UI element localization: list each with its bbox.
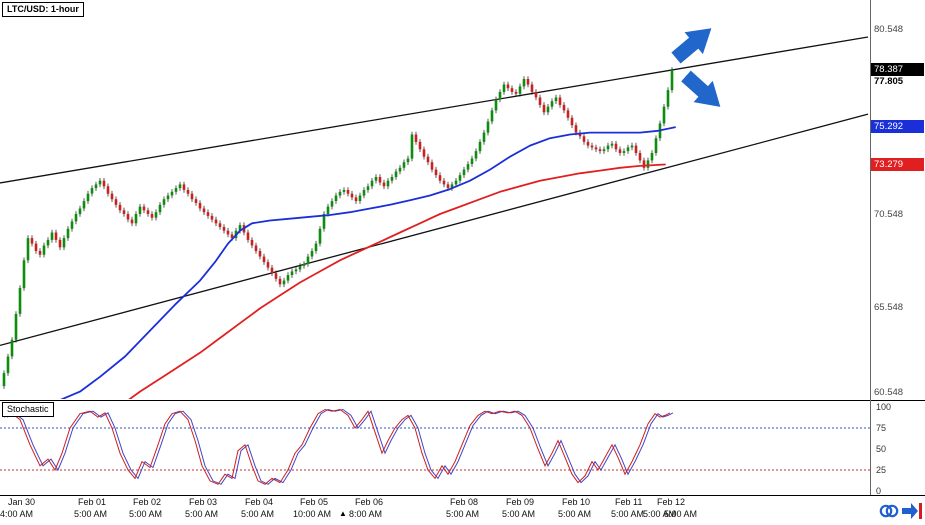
date-label: Jan 30 (8, 497, 36, 507)
date-label: Feb 11 (615, 497, 643, 507)
prev-price-label: 77.805 (874, 76, 904, 87)
stoch-tick: 25 (876, 465, 887, 475)
date-label: Feb 03 (189, 497, 218, 507)
date-label: Feb 08 (450, 497, 479, 507)
time-label: 5:00 AM (129, 509, 163, 519)
stoch-tick: 0 (876, 486, 882, 496)
price-tick: 80.548 (874, 24, 904, 35)
stoch-tick: 100 (876, 402, 892, 412)
date-label: Feb 02 (133, 497, 162, 507)
scroll-to-end-icon[interactable] (902, 500, 924, 522)
time-label: 8:00 AM (349, 509, 383, 519)
date-label: Feb 04 (245, 497, 274, 507)
price-tick: 60.548 (874, 387, 904, 398)
stoch-tick: 75 (876, 423, 887, 433)
time-label: 5:00 AM (643, 509, 677, 519)
red-ma-price-badge: 73.279 (871, 158, 924, 171)
date-label: Feb 12 (657, 497, 686, 507)
time-label: 5:00 AM (611, 509, 645, 519)
time-axis[interactable]: Jan 30 Feb 01 Feb 02 Feb 03 Feb 04 Feb 05 Feb … (0, 496, 925, 525)
time-label: 5:00 AM (664, 509, 698, 519)
time-label: 5:00 AM (74, 509, 108, 519)
price-tick: 65.548 (874, 302, 904, 313)
date-label: Feb 01 (78, 497, 107, 507)
last-price-badge: 78.387 (871, 63, 924, 76)
symbol-label: LTC/USD: 1-hour (2, 2, 84, 17)
time-label: 5:00 AM (446, 509, 480, 519)
stoch-tick: 50 (876, 444, 887, 454)
axis-marker-icon: ▲ (339, 509, 347, 518)
time-label: 10:00 AM (293, 509, 332, 519)
time-label: 4:00 AM (0, 509, 34, 519)
price-tick: 70.548 (874, 209, 904, 220)
time-label: 5:00 AM (241, 509, 275, 519)
time-label: 5:00 AM (558, 509, 592, 519)
date-label: Feb 05 (300, 497, 329, 507)
blue-ma-price-badge: 75.292 (871, 120, 924, 133)
stochastic-label: Stochastic (2, 402, 54, 417)
date-label: Feb 10 (562, 497, 591, 507)
time-label: 5:00 AM (185, 509, 219, 519)
date-label: Feb 06 (355, 497, 384, 507)
date-label: Feb 09 (506, 497, 535, 507)
time-label: 5:00 AM (502, 509, 536, 519)
chart-shift-icon[interactable] (878, 500, 900, 522)
